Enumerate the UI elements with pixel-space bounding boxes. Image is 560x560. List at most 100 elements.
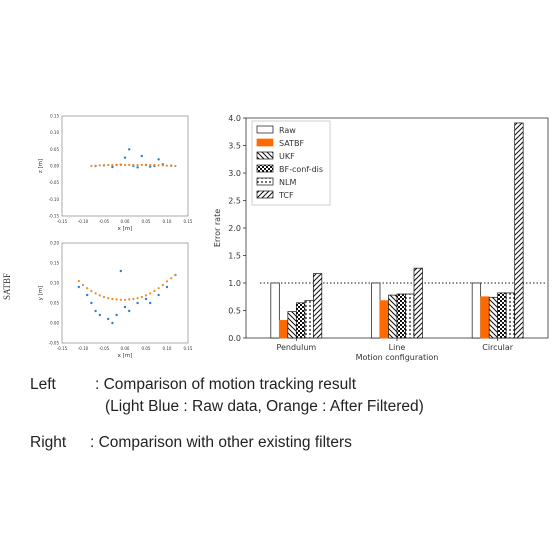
raw-data-point <box>86 293 89 297</box>
raw-data-point <box>140 154 143 158</box>
bar-tcf <box>413 267 423 339</box>
x-axis-label: Motion configuration <box>356 353 439 362</box>
raw-data-point <box>157 293 160 297</box>
filtered-data-point <box>136 163 139 167</box>
y-axis-label: y [m] <box>38 286 44 301</box>
filtered-data-point <box>128 298 131 301</box>
bar-chart-error-rate: 0.0 0.5 1.0 1.5 2.0 2.5 3.0 3.5 4.0 Error rate Pen… <box>213 114 549 362</box>
raw-data-point <box>98 313 102 317</box>
x-tick-label: Line <box>389 343 406 352</box>
raw-data-point <box>119 269 123 273</box>
filtered-data-point <box>90 289 93 293</box>
y-tick-label: 3.5 <box>228 142 241 151</box>
x-tick-label: 0.15 <box>184 346 193 351</box>
legend-swatch-bf-conf-dis <box>256 164 274 173</box>
y-tick-label: -0.05 <box>49 341 60 346</box>
x-tick-label: 0.10 <box>163 219 172 224</box>
raw-data-point <box>77 285 81 289</box>
filtered-data-point <box>165 164 169 167</box>
filtered-data-point <box>157 287 160 290</box>
raw-data-point <box>111 165 114 169</box>
bar-bf-conf-dis <box>497 292 507 339</box>
y-tick-label: 0.05 <box>50 301 59 306</box>
filtered-data-point <box>102 164 106 167</box>
x-tick-label: -0.10 <box>78 219 89 224</box>
y-axis-label: z [m] <box>38 159 44 173</box>
filtered-data-point <box>90 164 93 168</box>
bar-nlm <box>505 292 516 339</box>
filtered-data-point <box>153 289 156 293</box>
filtered-data-point <box>161 164 164 167</box>
raw-data-point <box>144 297 148 301</box>
x-tick-label: -0.05 <box>99 346 110 351</box>
raw-data-point <box>90 301 93 305</box>
x-tick-label: 0.05 <box>142 346 151 351</box>
x-tick-label: Pendulum <box>276 343 316 352</box>
raw-data-point <box>115 313 118 317</box>
raw-data-point <box>123 156 127 159</box>
filtered-data-point <box>115 298 118 301</box>
filtered-data-point <box>174 273 177 277</box>
filtered-data-point <box>132 297 135 301</box>
legend-swatch-ukf <box>256 151 274 160</box>
filtered-data-point <box>136 297 139 300</box>
bar-satbf <box>278 320 289 339</box>
y-tick-label: 0.10 <box>50 130 59 135</box>
bar-satbf <box>480 296 490 339</box>
scatter-axes-frame <box>61 242 189 344</box>
plot-top-xz: -0.15 -0.10 -0.05 0.00 0.05 0.10 0.15 0.15 0.10 0… <box>38 114 193 233</box>
filtered-data-point <box>157 164 160 167</box>
raw-data-point <box>136 166 139 169</box>
filtered-data-point <box>98 164 101 167</box>
filtered-data-point <box>144 294 148 297</box>
y-tick-label: 0.10 <box>50 281 59 286</box>
caption-right-key: Right <box>30 434 67 451</box>
x-axis-label: x [m] <box>118 226 133 232</box>
filtered-data-point <box>119 163 122 167</box>
filtered-data-point <box>170 277 173 280</box>
filtered-data-point <box>119 298 122 301</box>
filtered-data-point <box>123 298 127 301</box>
filtered-data-point <box>123 163 127 167</box>
bar-raw <box>471 282 482 339</box>
y-tick-label: 0.00 <box>50 321 59 326</box>
x-tick-label: -0.15 <box>57 219 68 224</box>
filtered-data-point <box>94 292 97 295</box>
legend-swatch-tcf <box>256 190 274 199</box>
raw-data-point <box>94 309 97 313</box>
x-tick-label: 0.15 <box>184 219 193 224</box>
raw-data-point <box>165 285 169 289</box>
y-tick-label: 1.0 <box>228 279 241 288</box>
y-tick-label: 2.5 <box>228 197 241 206</box>
filtered-data-point <box>115 163 118 167</box>
filtered-data-point <box>128 163 131 167</box>
legend-label: SATBF <box>279 139 304 148</box>
y-tick-label: 0.0 <box>228 334 241 343</box>
raw-data-point <box>136 301 139 305</box>
raw-data-point <box>128 148 131 151</box>
y-tick-label: 1.5 <box>228 252 241 261</box>
filtered-data-point <box>86 287 89 290</box>
raw-data-point <box>149 301 152 305</box>
y-tick-label: 2.0 <box>228 224 241 233</box>
side-label: SATBF <box>2 272 12 300</box>
x-tick-label: -0.05 <box>99 219 110 224</box>
legend-label: NLM <box>279 178 296 187</box>
bar-satbf <box>379 300 389 339</box>
legend-swatch-nlm <box>256 177 274 186</box>
y-tick-label: 0.15 <box>50 261 59 266</box>
y-tick-label: 4.0 <box>228 114 241 123</box>
filtered-data-point <box>111 163 114 167</box>
bar-nlm <box>304 300 314 339</box>
filtered-data-point <box>77 279 80 283</box>
raw-data-point <box>123 305 127 309</box>
x-tick-label: Circular <box>482 343 514 352</box>
raw-data-point <box>149 165 152 168</box>
legend-label: TCF <box>278 191 294 200</box>
legend-label: UKF <box>279 152 295 161</box>
y-tick-label: 0.05 <box>50 147 59 152</box>
legend-swatch-raw <box>256 125 274 134</box>
caption-left-key: Left <box>30 376 56 393</box>
legend-label: Raw <box>279 126 296 135</box>
